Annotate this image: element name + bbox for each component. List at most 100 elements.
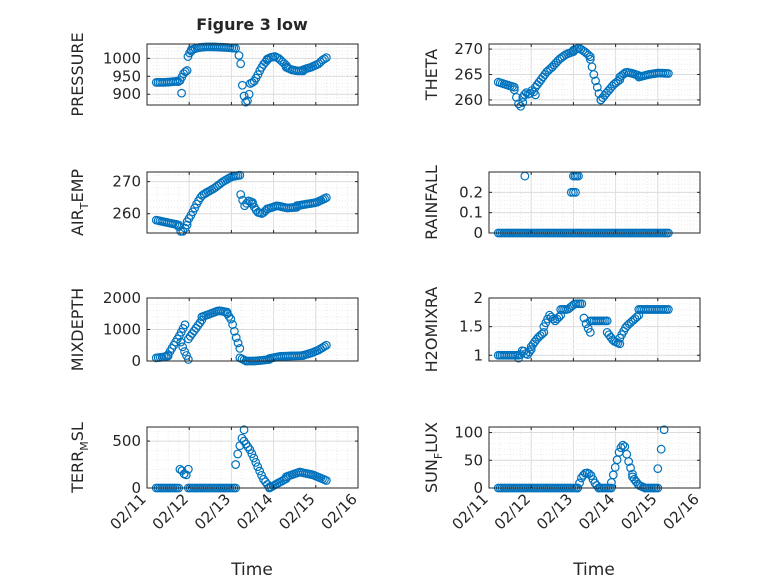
data-point: [182, 220, 192, 230]
y-tick-label: 0: [473, 479, 483, 497]
data-point: [178, 342, 188, 352]
axes-box: [146, 426, 359, 489]
subplot-4: 0 0.1 0.2 RAINFALL: [422, 165, 701, 242]
data-point: [618, 440, 628, 450]
data-point: [589, 70, 599, 79]
y-tick-label: 0: [131, 352, 141, 370]
data-point: [244, 89, 254, 99]
data-point: [180, 320, 190, 330]
axes-box: [146, 171, 359, 234]
subplot-3: 260 270 AIRTEMP: [68, 169, 359, 236]
data-point: [231, 43, 241, 53]
data-point: [663, 305, 673, 314]
data-point: [656, 444, 666, 454]
data-point: [320, 342, 329, 351]
y-tick-label: 265: [454, 66, 483, 84]
y-tick-label: 500: [112, 432, 141, 450]
y-axis-label: TERRMSL: [68, 422, 91, 494]
y-axis-label-part: PRESSURE: [68, 32, 87, 116]
data-point: [237, 433, 247, 443]
y-tick-label: 0.1: [459, 204, 483, 222]
data-point: [626, 463, 635, 473]
data-point: [520, 90, 529, 99]
y-axis-label: PRESSURE: [68, 32, 87, 116]
data-point: [183, 355, 193, 364]
data-point: [663, 69, 673, 78]
x-axis-label-right: Time: [572, 560, 615, 580]
data-point: [243, 96, 252, 106]
y-tick-label: 1000: [103, 321, 141, 339]
data-point: [253, 462, 263, 472]
axes-box: [488, 171, 701, 234]
data-point: [241, 97, 251, 107]
data-point: [181, 470, 191, 480]
data-point: [177, 88, 187, 98]
y-axis-label-subscript: M: [78, 441, 91, 451]
data-point: [575, 478, 584, 488]
y-axis-label-part: SL: [68, 422, 87, 441]
y-tick-label: 1: [473, 346, 483, 364]
data-point: [251, 457, 261, 467]
data-point: [249, 453, 259, 463]
data-point: [514, 99, 523, 109]
axes-box: [488, 297, 701, 362]
y-axis-label-part: MIXDEPTH: [68, 288, 87, 371]
y-tick-label: 260: [112, 205, 141, 223]
y-tick-label: 270: [112, 173, 141, 191]
data-point: [616, 443, 626, 453]
y-axis-label-part: SUN: [422, 459, 441, 493]
data-point: [233, 449, 243, 459]
x-axis-label-left: Time: [230, 560, 273, 580]
data-point: [176, 337, 186, 347]
y-axis-label: MIXDEPTH: [68, 288, 87, 371]
data-point: [231, 460, 241, 469]
y-axis-label: AIRTEMP: [68, 169, 91, 236]
y-tick-label: 100: [454, 424, 483, 442]
y-axis-label: RAINFALL: [422, 165, 441, 240]
data-point: [524, 347, 534, 357]
y-axis-label-part: LUX: [422, 422, 441, 453]
y-axis-label: THETA: [422, 49, 441, 101]
data-point: [615, 339, 625, 349]
data-point: [518, 98, 528, 107]
y-axis-label-part: THETA: [422, 49, 441, 101]
data-point: [321, 340, 331, 350]
y-tick-label: 950: [112, 67, 141, 85]
data-point: [653, 464, 663, 473]
y-tick-label: 260: [454, 91, 483, 109]
y-axis-label: H2OMIXRA: [422, 287, 441, 373]
data-point: [571, 187, 580, 197]
data-point: [321, 476, 331, 485]
data-point: [584, 50, 593, 60]
y-axis-label-part: AIR: [68, 209, 87, 236]
data-point: [235, 170, 245, 180]
data-point: [509, 82, 519, 92]
data-point: [236, 190, 246, 199]
data-point: [239, 425, 249, 435]
y-axis-label-part: EMP: [68, 169, 87, 203]
y-axis-label-subscript: T: [78, 202, 91, 210]
y-tick-label: 2: [473, 289, 483, 307]
y-tick-label: 0: [131, 479, 141, 497]
data-point: [591, 76, 600, 86]
data-point: [230, 326, 239, 336]
data-point: [180, 67, 190, 77]
data-point: [548, 314, 558, 324]
data-point: [242, 198, 251, 208]
data-point: [512, 92, 521, 102]
axes-box: [488, 426, 701, 489]
data-point: [577, 299, 587, 309]
data-point: [226, 314, 236, 324]
subplot-5: 0 1000 2000 MIXDEPTH: [68, 288, 359, 371]
data-point: [233, 338, 243, 348]
y-tick-label: 270: [454, 40, 483, 58]
data-point: [624, 457, 634, 466]
subplot-2: 260 265 270 THETA: [422, 40, 701, 111]
y-tick-label: 50: [464, 451, 483, 469]
y-tick-label: 2000: [103, 289, 141, 307]
data-point: [255, 466, 265, 476]
y-axis-label: SUNFLUX: [422, 422, 445, 493]
